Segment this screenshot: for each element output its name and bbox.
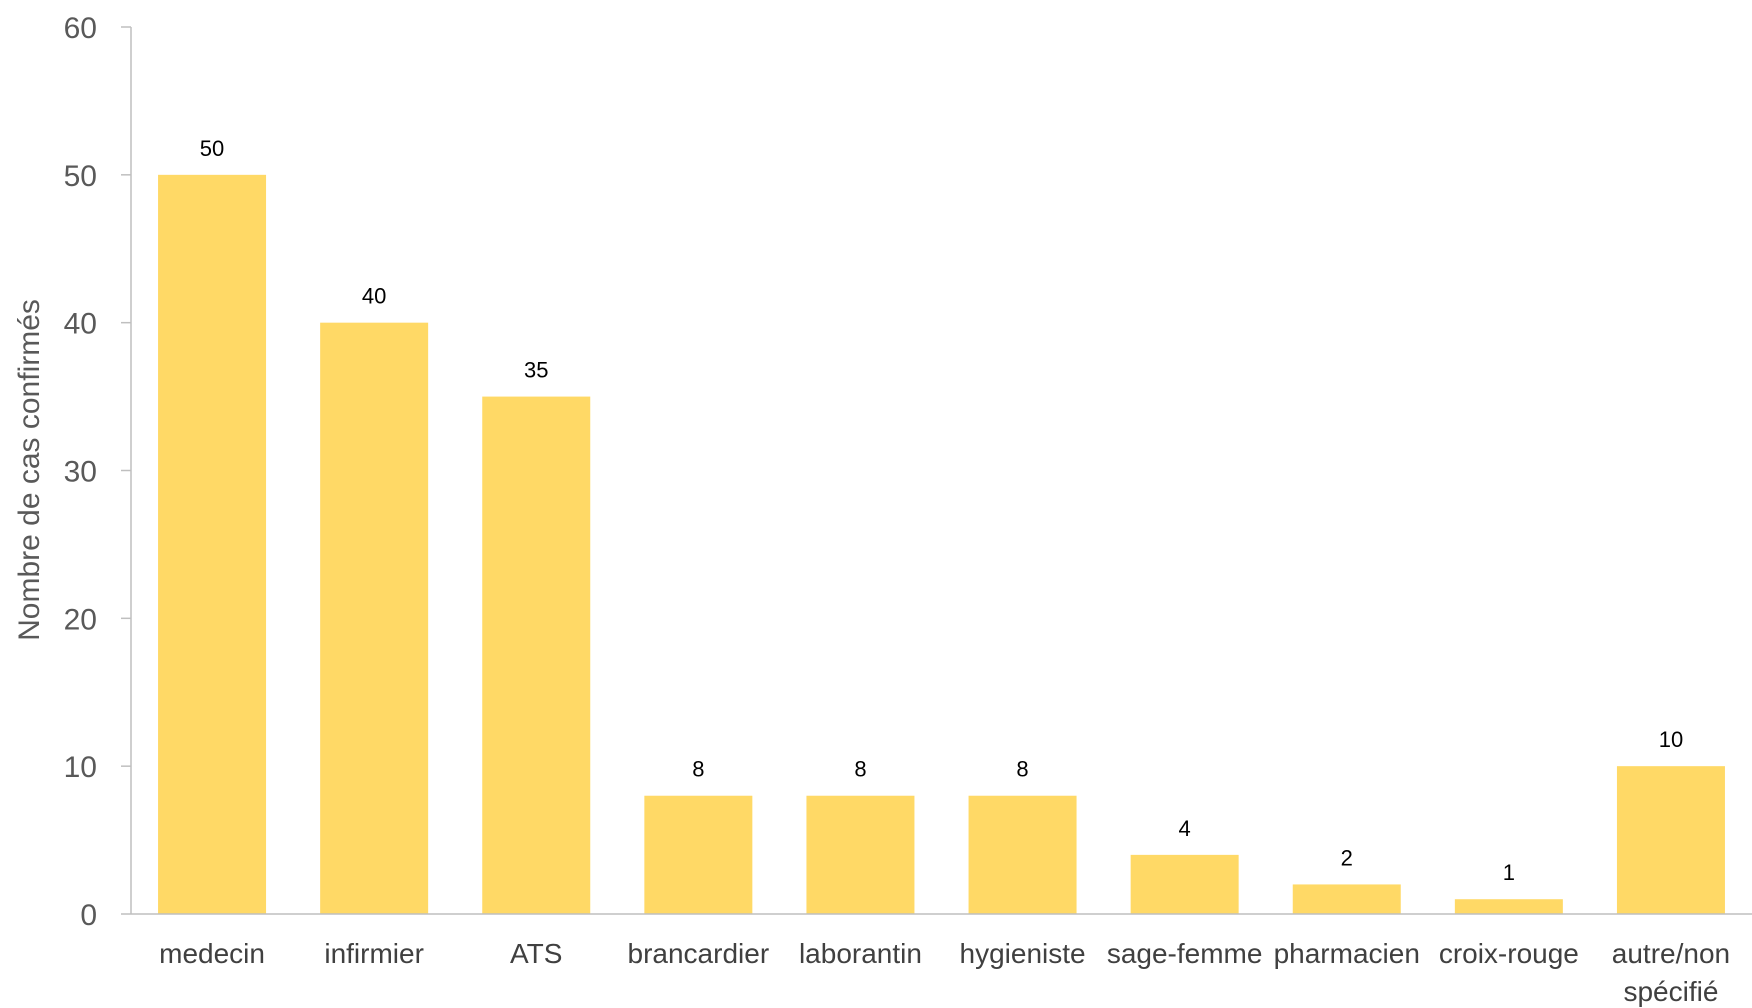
- data-label: 4: [1179, 816, 1191, 841]
- data-labels: 50 40 35 8 8 8 4 2 1 10: [200, 136, 1683, 885]
- bar: [968, 795, 1077, 914]
- axes: [130, 27, 1752, 915]
- data-label: 50: [200, 136, 224, 161]
- bar: [158, 174, 267, 915]
- bar: [644, 795, 753, 914]
- y-tick-label: 20: [64, 603, 97, 636]
- x-tick-label: brancardier: [628, 938, 770, 969]
- bar: [1454, 899, 1563, 914]
- y-tick-label: 10: [64, 751, 97, 784]
- x-tick-label: spécifié: [1623, 976, 1718, 1007]
- x-tick-label: medecin: [159, 938, 265, 969]
- x-tick-label: croix-rouge: [1439, 938, 1579, 969]
- data-label: 35: [524, 358, 548, 383]
- data-label: 1: [1503, 860, 1515, 885]
- data-label: 8: [1016, 757, 1028, 782]
- x-tick-label: hygieniste: [960, 938, 1086, 969]
- bar: [1130, 854, 1239, 914]
- y-tick-label: 60: [64, 12, 97, 45]
- x-tick-label: ATS: [510, 938, 562, 969]
- data-label: 10: [1659, 727, 1683, 752]
- y-tick-label: 40: [64, 308, 97, 341]
- y-axis-ticks: 0 10 20 30 40 50 60: [64, 12, 131, 932]
- x-tick-label: infirmier: [324, 938, 424, 969]
- bar: [806, 795, 915, 914]
- data-label: 8: [692, 757, 704, 782]
- y-tick-label: 50: [64, 160, 97, 193]
- y-tick-label: 0: [80, 899, 97, 932]
- y-axis-title-group: Nombre de cas confirmés: [13, 299, 46, 641]
- x-tick-label: laborantin: [799, 938, 922, 969]
- bar: [1292, 884, 1401, 914]
- bar: [1616, 766, 1725, 914]
- y-tick-label: 30: [64, 456, 97, 489]
- x-tick-label: autre/non: [1612, 938, 1730, 969]
- data-label: 40: [362, 284, 386, 309]
- data-label: 8: [854, 757, 866, 782]
- y-axis-title: Nombre de cas confirmés: [13, 299, 46, 641]
- x-axis-category-labels: medecin infirmier ATS brancardier laborantin…: [159, 938, 1730, 1007]
- data-label: 2: [1341, 845, 1353, 870]
- bars: [158, 174, 1725, 915]
- bar: [320, 322, 429, 915]
- x-tick-label: pharmacien: [1274, 938, 1420, 969]
- bar: [482, 396, 591, 914]
- x-tick-label: sage-femme: [1107, 938, 1263, 969]
